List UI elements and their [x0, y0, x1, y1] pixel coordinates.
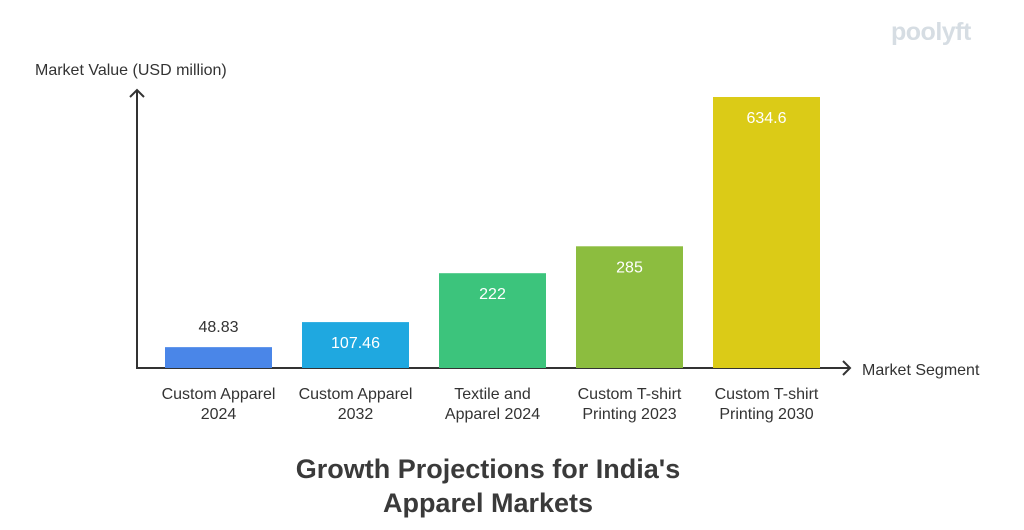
y-axis-arrow-icon	[129, 88, 145, 98]
bar-value-label: 107.46	[331, 335, 380, 352]
bar	[576, 246, 683, 368]
bar	[439, 273, 546, 368]
x-tick-label: Apparel 2024	[445, 406, 540, 423]
bar-value-label: 285	[616, 259, 643, 276]
chart-title-line-2: Apparel Markets	[383, 488, 593, 518]
bar	[302, 322, 409, 368]
chart-title-line-1: Growth Projections for India's	[296, 454, 680, 484]
bar	[165, 347, 272, 368]
x-tick-label: Textile and	[454, 386, 531, 403]
bars	[165, 97, 820, 368]
bar-value-label: 222	[479, 286, 506, 303]
x-tick-label: Custom Apparel	[299, 386, 413, 403]
x-axis-title: Market Segment	[862, 362, 980, 379]
x-tick-label: Printing 2030	[719, 406, 813, 423]
x-axis-arrow-icon	[842, 360, 852, 376]
chart-title: Growth Projections for India's Apparel M…	[296, 454, 680, 518]
x-tick-label: 2024	[201, 406, 237, 423]
data-labels: 48.83 107.46 222 285 634.6	[198, 110, 786, 352]
bar-value-label: 634.6	[746, 110, 786, 127]
logo-text: poolyft	[891, 18, 972, 46]
x-tick-label: Custom T-shirt	[715, 386, 819, 403]
brand-logo: poolyft	[891, 18, 972, 46]
bar-value-label: 48.83	[198, 319, 238, 336]
x-tick-label: 2032	[338, 406, 374, 423]
x-tick-label: Custom T-shirt	[578, 386, 682, 403]
y-axis-title: Market Value (USD million)	[35, 62, 227, 79]
x-tick-label: Custom Apparel	[162, 386, 276, 403]
x-tick-label: Printing 2023	[582, 406, 676, 423]
bar	[713, 97, 820, 368]
x-tick-labels: Custom Apparel 2024 Custom Apparel 2032 Text…	[162, 386, 819, 423]
